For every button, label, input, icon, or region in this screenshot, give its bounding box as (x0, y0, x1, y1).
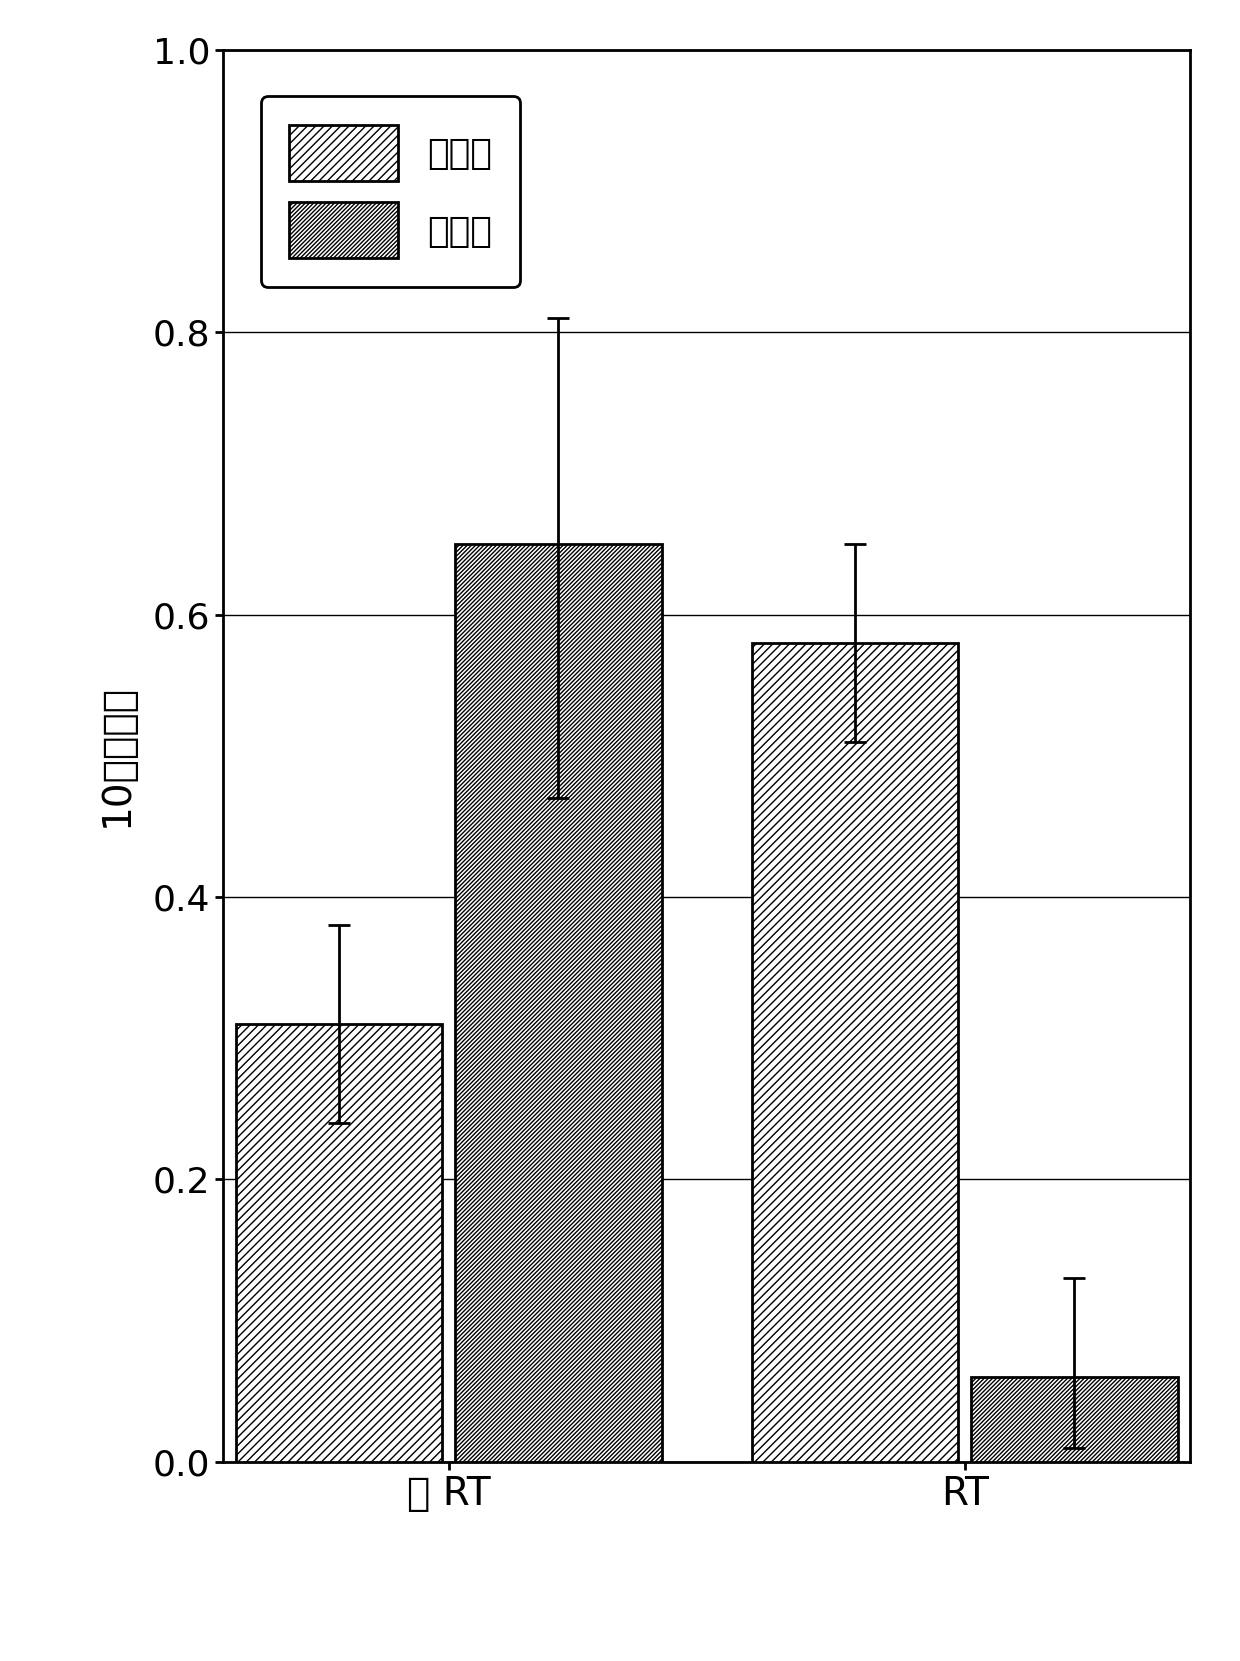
Y-axis label: 10年转移率: 10年转移率 (98, 684, 135, 827)
Bar (455, 545, 662, 1462)
Bar (971, 1377, 1178, 1462)
Legend: 低评分, 高评分: 低评分, 高评分 (260, 96, 521, 287)
Bar (236, 1023, 443, 1462)
Bar (751, 643, 959, 1462)
